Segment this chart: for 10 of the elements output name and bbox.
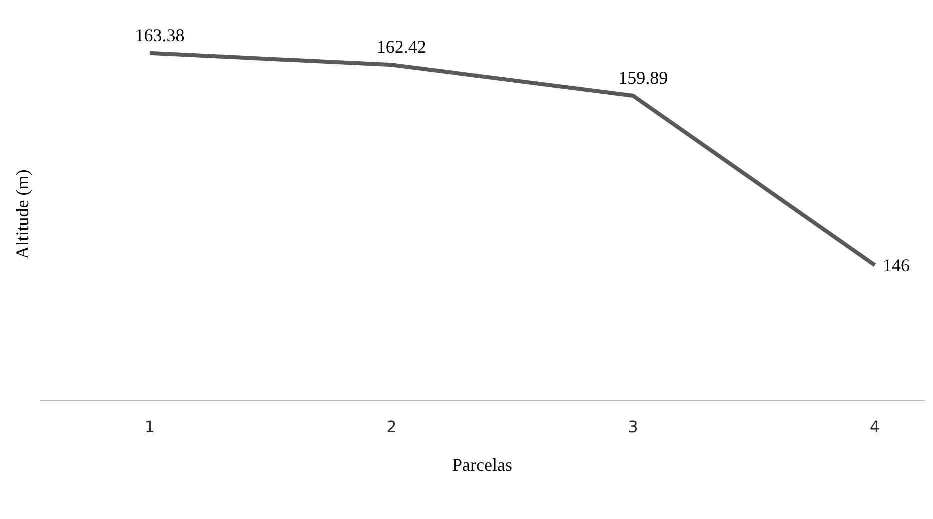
x-tick-label: 1 <box>144 417 156 436</box>
x-tick-label: 2 <box>386 417 397 436</box>
data-label: 159.89 <box>618 68 668 88</box>
x-tick-label: 3 <box>628 417 638 436</box>
x-axis-title: Parcelas <box>452 455 512 475</box>
data-label: 146 <box>883 255 910 276</box>
x-tick-label: 4 <box>870 417 880 436</box>
y-axis-title: Altitude (m) <box>12 170 32 260</box>
data-label: 162.42 <box>376 37 426 58</box>
data-label: 163.38 <box>135 25 185 46</box>
